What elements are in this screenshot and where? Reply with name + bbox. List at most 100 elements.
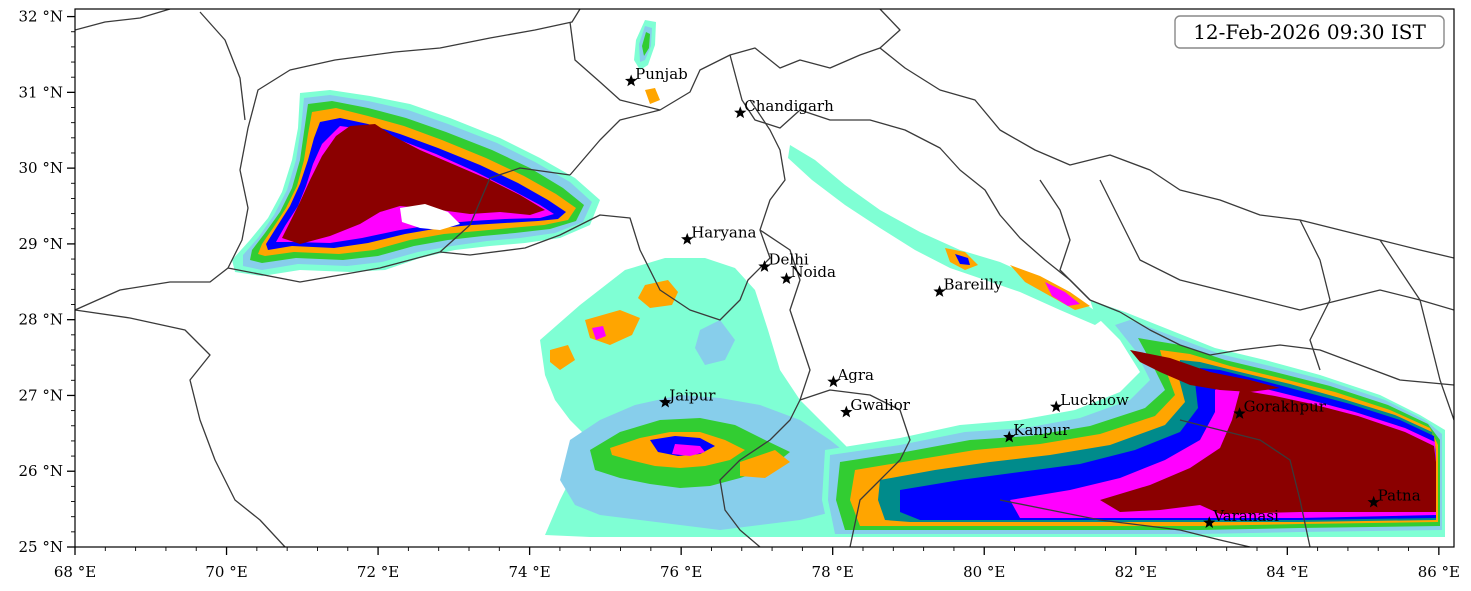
contour-blob-northwest bbox=[232, 90, 600, 276]
contour-level-8 bbox=[1045, 282, 1080, 306]
city-bareilly: Bareilly bbox=[933, 276, 1003, 297]
border-line bbox=[1379, 239, 1454, 421]
contour-field bbox=[232, 20, 1445, 537]
border-line bbox=[879, 47, 1454, 259]
contour-level-2 bbox=[695, 320, 735, 365]
contour-level-9 bbox=[1130, 350, 1280, 392]
star-icon bbox=[827, 375, 840, 388]
border-line bbox=[227, 167, 571, 283]
border-line bbox=[1119, 311, 1454, 386]
y-tick-label: 28 °N bbox=[19, 311, 63, 329]
timestamp-label: 12-Feb-2026 09:30 IST bbox=[1193, 20, 1426, 44]
y-tick-label: 32 °N bbox=[19, 8, 63, 26]
city-label: Gwalior bbox=[850, 396, 910, 414]
star-icon bbox=[1367, 495, 1380, 508]
border-line bbox=[719, 229, 811, 547]
city-label: Kanpur bbox=[1013, 421, 1070, 439]
state-borders bbox=[75, 9, 1454, 547]
border-line bbox=[569, 21, 661, 111]
city-punjab: Punjab bbox=[624, 65, 688, 87]
contour-blob-rajasthan bbox=[540, 258, 910, 537]
border-line bbox=[199, 11, 246, 121]
border-line bbox=[439, 99, 786, 321]
contour-gap bbox=[400, 204, 460, 230]
city-noida: Noida bbox=[780, 263, 836, 285]
x-tick-label: 78 °E bbox=[812, 563, 854, 581]
contour-level-3 bbox=[642, 32, 650, 56]
border-line bbox=[799, 389, 911, 547]
border-line bbox=[1099, 179, 1454, 311]
y-tick-label: 25 °N bbox=[19, 538, 63, 556]
city-agra: Agra bbox=[827, 366, 874, 388]
border-line bbox=[75, 9, 581, 311]
y-tick-label: 26 °N bbox=[19, 462, 63, 480]
contour-level-8 bbox=[592, 326, 606, 340]
city-label: Bareilly bbox=[944, 276, 1003, 294]
contour-level-4 bbox=[638, 280, 678, 308]
x-tick-label: 76 °E bbox=[660, 563, 702, 581]
star-icon bbox=[1050, 400, 1063, 413]
x-tick-label: 80 °E bbox=[963, 563, 1005, 581]
city-delhi: Delhi bbox=[758, 251, 809, 272]
x-tick-label: 74 °E bbox=[508, 563, 550, 581]
city-chandigarh: Chandigarh bbox=[734, 97, 834, 119]
contour-level-8 bbox=[672, 444, 705, 456]
city-patna: Patna bbox=[1367, 486, 1421, 508]
star-icon bbox=[1203, 516, 1216, 529]
y-tick-label: 29 °N bbox=[19, 235, 63, 253]
city-label: Lucknow bbox=[1060, 391, 1129, 409]
contour-blob-east bbox=[822, 300, 1445, 537]
x-tick-label: 68 °E bbox=[54, 563, 96, 581]
star-icon bbox=[1003, 430, 1016, 443]
city-label: Delhi bbox=[769, 251, 809, 269]
border-line bbox=[1299, 219, 1331, 371]
border-line bbox=[1039, 179, 1091, 301]
x-tick-label: 72 °E bbox=[357, 563, 399, 581]
city-label: Jaipur bbox=[667, 386, 716, 404]
contour-level-4 bbox=[550, 345, 575, 370]
border-line bbox=[75, 9, 171, 31]
timestamp-frame bbox=[1174, 15, 1445, 49]
x-tick-label: 84 °E bbox=[1266, 563, 1308, 581]
y-tick-label: 31 °N bbox=[19, 83, 63, 101]
star-icon bbox=[933, 285, 946, 297]
border-line bbox=[729, 54, 1121, 313]
city-label: Agra bbox=[836, 366, 874, 384]
city-lucknow: Lucknow bbox=[1050, 391, 1129, 413]
city-label: Gorakhpur bbox=[1244, 398, 1327, 416]
x-tick-label: 86 °E bbox=[1418, 563, 1460, 581]
axes: 68 °E 70 °E 72 °E 74 °E 76 °E 78 °E 80 °E 82 °E… bbox=[19, 8, 1460, 581]
contour-level-4 bbox=[740, 450, 790, 478]
x-tick-label: 70 °E bbox=[205, 563, 247, 581]
y-tick-label: 27 °N bbox=[19, 386, 63, 404]
star-icon bbox=[624, 74, 638, 87]
city-haryana: Haryana bbox=[681, 223, 756, 245]
star-icon bbox=[840, 405, 853, 418]
star-icon bbox=[659, 395, 672, 408]
city-gwalior: Gwalior bbox=[840, 396, 911, 418]
plot-frame bbox=[74, 8, 1455, 548]
city-label: Patna bbox=[1378, 486, 1421, 504]
contour-level-7 bbox=[955, 254, 970, 265]
star-icon bbox=[758, 260, 771, 272]
star-icon bbox=[1233, 407, 1246, 419]
city-label: Punjab bbox=[635, 65, 688, 83]
star-icon bbox=[734, 106, 747, 119]
contour-level-4 bbox=[645, 88, 660, 104]
star-icon bbox=[681, 232, 694, 245]
border-line bbox=[999, 499, 1251, 547]
city-label: Varanasi bbox=[1212, 507, 1279, 525]
border-line bbox=[569, 9, 901, 176]
city-jaipur: Jaipur bbox=[659, 386, 716, 408]
contour-blob-north-strip bbox=[634, 20, 660, 104]
timestamp-box: 12-Feb-2026 09:30 IST bbox=[1174, 15, 1445, 49]
city-kanpur: Kanpur bbox=[1003, 421, 1070, 443]
city-gorakhpur: Gorakhpur bbox=[1233, 398, 1327, 419]
city-label: Chandigarh bbox=[744, 97, 834, 115]
y-tick-label: 30 °N bbox=[19, 159, 63, 177]
city-label: Noida bbox=[790, 263, 836, 281]
contour-level-9 bbox=[1100, 390, 1436, 514]
star-icon bbox=[780, 272, 793, 285]
